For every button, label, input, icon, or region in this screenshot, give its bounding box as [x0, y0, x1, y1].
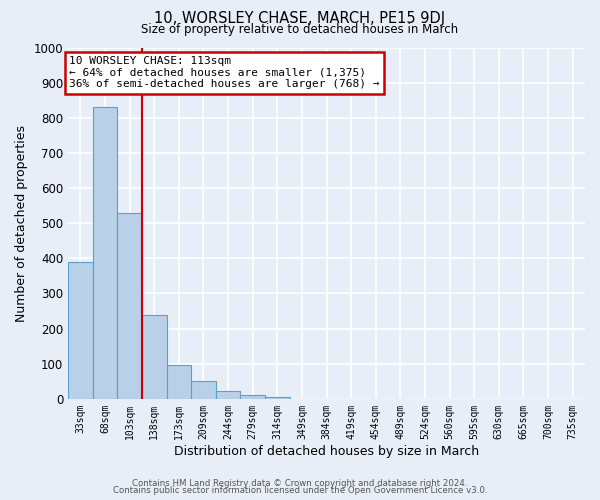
- Bar: [191, 382, 216, 399]
- Bar: [265, 397, 290, 399]
- Bar: [92, 107, 117, 399]
- Text: Contains HM Land Registry data © Crown copyright and database right 2024.: Contains HM Land Registry data © Crown c…: [132, 478, 468, 488]
- Bar: [117, 212, 142, 399]
- X-axis label: Distribution of detached houses by size in March: Distribution of detached houses by size …: [174, 444, 479, 458]
- Bar: [68, 262, 92, 399]
- Text: Size of property relative to detached houses in March: Size of property relative to detached ho…: [142, 22, 458, 36]
- Y-axis label: Number of detached properties: Number of detached properties: [15, 124, 28, 322]
- Text: 10, WORSLEY CHASE, MARCH, PE15 9DJ: 10, WORSLEY CHASE, MARCH, PE15 9DJ: [154, 11, 446, 26]
- Bar: [142, 314, 167, 399]
- Bar: [241, 394, 265, 399]
- Text: 10 WORSLEY CHASE: 113sqm
← 64% of detached houses are smaller (1,375)
36% of sem: 10 WORSLEY CHASE: 113sqm ← 64% of detach…: [69, 56, 380, 90]
- Bar: [167, 366, 191, 399]
- Text: Contains public sector information licensed under the Open Government Licence v3: Contains public sector information licen…: [113, 486, 487, 495]
- Bar: [216, 391, 241, 399]
